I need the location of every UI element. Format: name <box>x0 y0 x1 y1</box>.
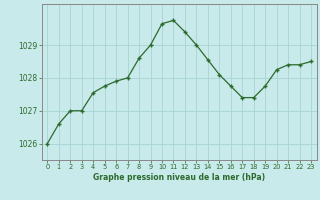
X-axis label: Graphe pression niveau de la mer (hPa): Graphe pression niveau de la mer (hPa) <box>93 173 265 182</box>
